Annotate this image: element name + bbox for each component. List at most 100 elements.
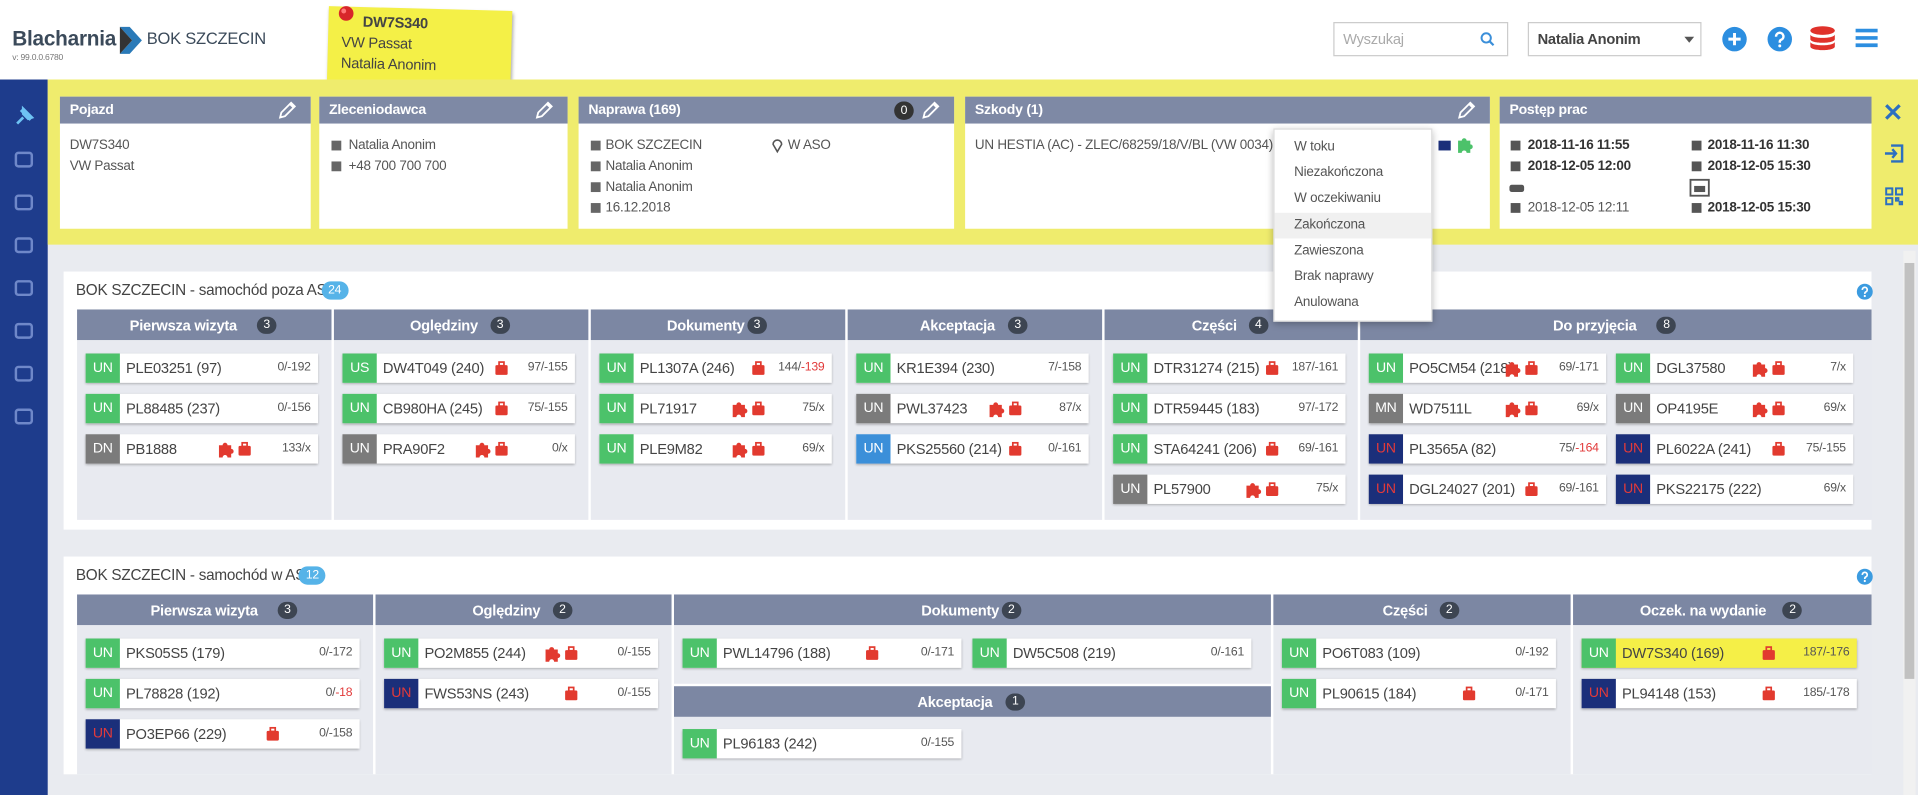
vehicle-score: 97/-155 xyxy=(528,354,568,383)
puzzle-icon xyxy=(732,442,748,458)
vehicle-card[interactable]: UN PO5CM54 (218) 69/-171 xyxy=(1368,353,1607,383)
vehicle-card[interactable]: UN DGL24027 (201) 69/-161 xyxy=(1368,474,1607,504)
sidebar-icon[interactable] xyxy=(13,235,34,256)
vehicle-card[interactable]: UN PKS22175 (222) 69/x xyxy=(1615,474,1854,504)
menu-item[interactable]: Brak naprawy xyxy=(1275,264,1432,290)
sidebar-icon[interactable] xyxy=(13,149,34,170)
vehicle-plate: PO2M855 (244) xyxy=(424,644,526,662)
column-header xyxy=(590,309,846,341)
vehicle-tag: UN xyxy=(599,393,634,424)
vehicle-card[interactable]: UN PL1307A (246) 144/-139 xyxy=(599,353,832,383)
sidebar-icon[interactable] xyxy=(13,406,34,427)
menu-item[interactable]: W toku xyxy=(1275,135,1432,161)
menu-item[interactable]: Anulowana xyxy=(1275,290,1432,316)
sidebar-icon[interactable] xyxy=(13,320,34,341)
progress-date: 2018-11-16 11:55 xyxy=(1527,138,1630,153)
bag-icon xyxy=(495,361,508,375)
user-select[interactable]: Natalia Anonim xyxy=(1527,22,1702,57)
column-header xyxy=(77,594,374,626)
vehicle-card[interactable]: UN PO3EP66 (229) 0/-158 xyxy=(85,719,360,749)
vehicle-card[interactable]: UN PO2M855 (244) 0/-155 xyxy=(384,638,659,668)
vehicle-card[interactable]: UN PL6022A (241) 75/-155 xyxy=(1615,434,1854,464)
score-value: 75/x xyxy=(1316,481,1339,496)
vehicle-card[interactable]: UN OP4195E 69/x xyxy=(1615,393,1854,424)
edit-icon[interactable] xyxy=(1457,100,1477,120)
vehicle-card[interactable]: US DW4T049 (240) 97/-155 xyxy=(342,353,575,383)
vehicle-card[interactable]: UN DGL37580 7/x xyxy=(1615,353,1854,383)
vehicle-card[interactable]: UN PKS25560 (214) 0/-161 xyxy=(856,434,1089,464)
vehicle-tag: UN xyxy=(1368,474,1404,504)
menu-item-label: Niezakończona xyxy=(1294,165,1383,181)
column-header xyxy=(673,686,1271,717)
menu-item-label: Zakończona xyxy=(1294,217,1366,232)
vehicle-tag: UN xyxy=(1615,434,1651,464)
line-icon xyxy=(590,203,601,213)
vehicle-score: 87/x xyxy=(1059,394,1081,423)
help-button[interactable] xyxy=(1767,26,1793,52)
vehicle-card[interactable]: MN WD7511L 69/x xyxy=(1368,393,1607,424)
vehicle-card[interactable]: UN KR1E394 (230) 7/-158 xyxy=(856,353,1089,383)
sidebar-icon[interactable] xyxy=(13,192,34,213)
edit-icon[interactable] xyxy=(278,100,298,120)
vehicle-card[interactable]: UN PL96183 (242) 0/-155 xyxy=(682,729,962,759)
menu-item[interactable]: Zakończona xyxy=(1274,212,1432,239)
vehicle-card[interactable]: UN PKS05S5 (179) 0/-172 xyxy=(85,638,360,668)
vehicle-card[interactable]: UN DTR31274 (215) 187/-161 xyxy=(1113,353,1346,383)
search-icon xyxy=(1480,32,1495,47)
bag-icon xyxy=(565,646,578,660)
vehicle-card[interactable]: UN PWL37423 87/x xyxy=(856,393,1089,424)
exit-icon[interactable] xyxy=(1884,143,1905,164)
qr-icon[interactable] xyxy=(1885,187,1904,206)
vehicle-card[interactable]: UN PWL14796 (188) 0/-171 xyxy=(682,638,962,668)
close-icon[interactable] xyxy=(1885,104,1901,120)
vehicle-card[interactable]: UN PO6T083 (109) 0/-192 xyxy=(1281,638,1556,668)
score-value: 0/-172 xyxy=(319,645,353,660)
line-icon xyxy=(590,161,601,172)
vehicle-card[interactable]: UN PL94148 (153) 185/-178 xyxy=(1581,678,1857,709)
score-value: 185/-178 xyxy=(1803,686,1850,700)
menu-item[interactable]: Niezakończona xyxy=(1275,160,1432,186)
menu-item[interactable]: W oczekiwaniu xyxy=(1275,186,1432,212)
vehicle-card[interactable]: UN PL3565A (82) 75/-164 xyxy=(1368,434,1607,464)
menu-item[interactable]: Zawieszona xyxy=(1275,238,1432,264)
vehicle-card[interactable]: DN PB1888 133/x xyxy=(85,434,319,464)
edit-icon[interactable] xyxy=(535,100,555,120)
sidebar-icon[interactable] xyxy=(13,278,34,299)
add-button[interactable] xyxy=(1722,26,1747,52)
bag-icon xyxy=(1009,441,1022,456)
search-box[interactable]: Wyszukaj xyxy=(1333,22,1509,57)
sidebar-icon[interactable] xyxy=(13,105,35,127)
sidebar-icon[interactable] xyxy=(13,363,34,384)
vehicle-plate: PO5CM54 (218) xyxy=(1409,359,1513,377)
vehicle-card[interactable]: UN PL78828 (192) 0/-18 xyxy=(85,678,360,709)
vehicle-plate: PL90615 (184) xyxy=(1322,684,1417,703)
vehicle-plate: DGL24027 (201) xyxy=(1409,480,1516,498)
vehicle-score: 0/-158 xyxy=(319,719,352,748)
edit-icon[interactable] xyxy=(921,100,941,120)
vehicle-card[interactable]: UN FWS53NS (243) 0/-155 xyxy=(384,678,659,709)
vehicle-card[interactable]: UN PLE03251 (97) 0/-192 xyxy=(85,353,319,383)
vehicle-tag: UN xyxy=(384,678,419,709)
vehicle-tag: US xyxy=(342,353,377,383)
column-header xyxy=(847,309,1103,341)
scrollbar-thumb xyxy=(1904,262,1915,679)
vehicle-card[interactable]: UN DW5C508 (219) 0/-161 xyxy=(972,638,1252,668)
database-button[interactable] xyxy=(1809,26,1836,53)
vehicle-card[interactable]: UN STA64241 (206) 69/-161 xyxy=(1113,434,1346,464)
vehicle-tag: UN xyxy=(1615,474,1651,504)
menu-button[interactable] xyxy=(1855,28,1878,48)
vehicle-card[interactable]: UN PL57900 75/x xyxy=(1113,474,1346,504)
bag-icon xyxy=(752,401,765,416)
vehicle-card[interactable]: UN PLE9M82 69/x xyxy=(599,434,832,464)
column-count: 2 xyxy=(1782,601,1803,619)
vehicle-card[interactable]: UN DTR59445 (183) 97/-172 xyxy=(1113,393,1346,424)
column-title: Akceptacja xyxy=(917,693,993,711)
vehicle-card[interactable]: UN DW7S340 (169) 187/-176 xyxy=(1581,638,1857,668)
vehicle-card[interactable]: UN PL88485 (237) 0/-156 xyxy=(85,393,319,424)
column-header xyxy=(1273,594,1571,626)
vehicle-card[interactable]: UN PRA90F2 0/x xyxy=(342,434,575,464)
vehicle-card[interactable]: UN PL90615 (184) 0/-171 xyxy=(1281,678,1556,709)
vehicle-card[interactable]: UN CB980HA (245) 75/-155 xyxy=(342,393,575,424)
vehicle-card[interactable]: UN PL71917 75/x xyxy=(599,393,832,424)
